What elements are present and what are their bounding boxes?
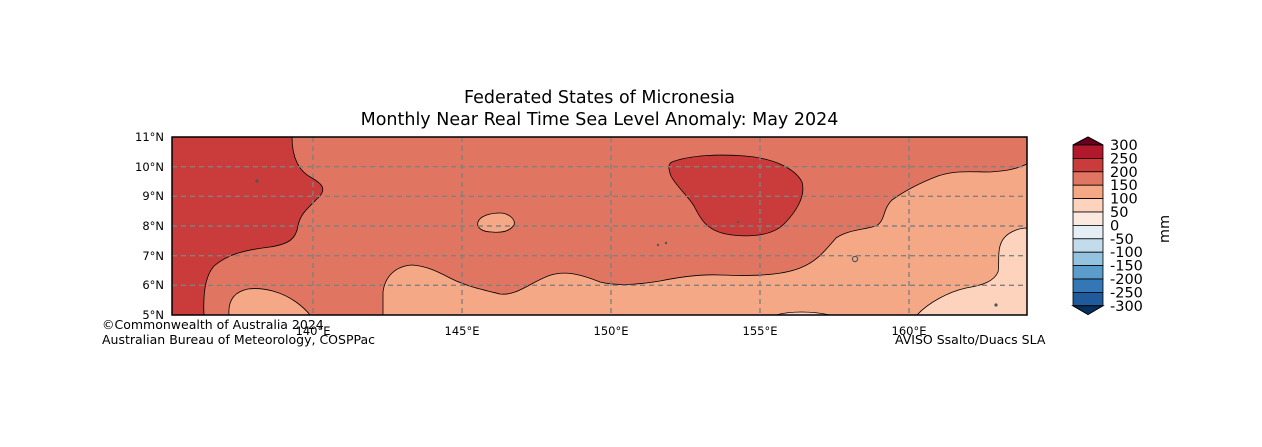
copyright-text: ©Commonwealth of Australia 2024 (102, 317, 324, 332)
colorbar-bottom-arrow (1071, 305, 1105, 316)
colorbar-segment (1072, 251, 1104, 266)
region-50-100-east (916, 227, 1027, 315)
map-title: Federated States of Micronesia (463, 88, 736, 108)
source-agency-text: Australian Bureau of Meteorology, COSPPa… (102, 332, 375, 347)
anomaly-field (172, 137, 1027, 315)
island-marker (736, 220, 740, 224)
colorbar-segment (1072, 224, 1104, 240)
colorbar-tick: 100 (1110, 192, 1138, 208)
colorbar-tick: -200 (1110, 272, 1143, 288)
colorbar-segment (1072, 198, 1104, 213)
lat-label: 10°N (135, 160, 164, 174)
lat-labels: 11°N 10°N 9°N 8°N 7°N 6°N 5°N (135, 130, 164, 322)
colorbar-tick: 300 (1110, 138, 1138, 154)
lon-label: 145°E (445, 324, 480, 338)
colorbar-segment (1072, 238, 1104, 253)
island-marker (656, 243, 660, 247)
colorbar-tick: -50 (1110, 232, 1134, 248)
gridlines (172, 137, 1027, 315)
colorbar-tick: 200 (1110, 165, 1138, 181)
colorbar-tick: 50 (1110, 205, 1128, 221)
region-100-150-southwest (228, 288, 311, 315)
colorbar-ticks: 300 250 200 150 100 50 0 -50 -100 -150 -… (1110, 138, 1143, 315)
lon-labels: 140°E 145°E 150°E 155°E 160°E (296, 324, 927, 338)
colorbar-segment (1072, 144, 1104, 159)
island-marker (664, 241, 668, 245)
lat-label: 8°N (142, 219, 164, 233)
island-marker (255, 179, 259, 183)
colorbar-segment (1072, 278, 1104, 293)
colorbar-segment (1072, 157, 1104, 173)
region-100-150-patch (477, 212, 515, 233)
lon-label: 140°E (296, 324, 331, 338)
colorbar-top-arrow (1072, 136, 1104, 146)
lon-label: 155°E (743, 324, 778, 338)
colorbar-segment (1072, 291, 1104, 307)
colorbar-tick: -300 (1110, 299, 1143, 315)
colorbar-tick: 150 (1110, 178, 1138, 194)
lon-label: 150°E (594, 324, 629, 338)
colorbar-segment (1072, 265, 1104, 280)
region-200-250-east (668, 154, 804, 237)
island-marker (851, 255, 859, 263)
lon-label: 160°E (892, 324, 927, 338)
colorbar-tick: 250 (1110, 151, 1138, 167)
colorbar-unit-label: mm (1157, 215, 1173, 243)
colorbar-tick: -150 (1110, 259, 1143, 275)
colorbar-tick: -100 (1110, 245, 1143, 261)
map-subtitle: Monthly Near Real Time Sea Level Anomaly… (360, 110, 839, 130)
island-marker (994, 303, 998, 307)
colorbar (1071, 136, 1105, 316)
lat-label: 7°N (142, 249, 164, 263)
lat-label: 6°N (142, 278, 164, 292)
lat-label: 11°N (135, 130, 164, 144)
lat-label: 5°N (142, 308, 164, 322)
map-frame (171, 136, 1028, 316)
colorbar-segment (1072, 184, 1104, 199)
region-100-150-south (382, 163, 1027, 315)
lat-label: 9°N (142, 189, 164, 203)
colorbar-segment (1072, 211, 1104, 226)
colorbar-segment (1072, 171, 1104, 186)
data-source-text: AVISO Ssalto/Duacs SLA (895, 332, 1046, 347)
colorbar-tick: -250 (1110, 285, 1143, 301)
colorbar-tick: 0 (1110, 218, 1119, 234)
